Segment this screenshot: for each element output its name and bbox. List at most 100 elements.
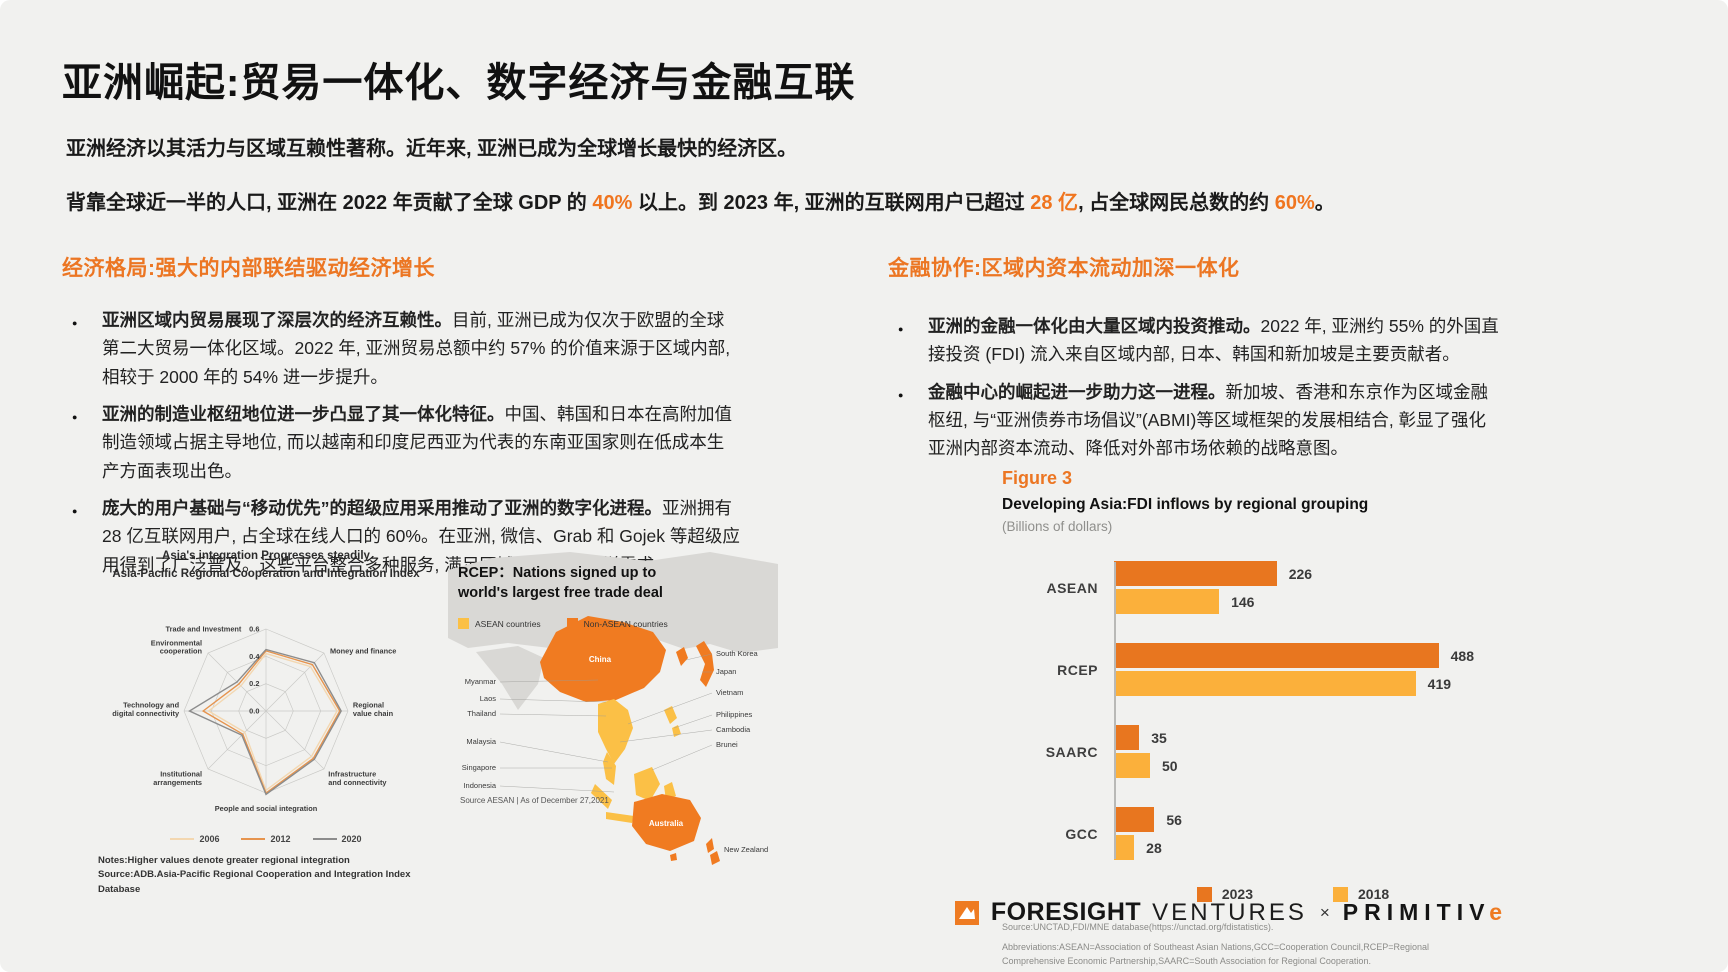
bar-value: 488 (1450, 647, 1474, 664)
map-india-shape (476, 646, 544, 710)
radar-axis-label: Institutional arrangements (153, 769, 202, 786)
map-japan-shape (696, 641, 714, 687)
bar-value: 28 (1146, 839, 1162, 856)
page-title: 亚洲崛起:贸易一体化、数字经济与金融互联 (62, 61, 856, 105)
map-label-connector (499, 713, 607, 717)
legend-swatch (241, 837, 266, 840)
rcep-map-legend: ASEAN countries Non-ASEAN countries (458, 618, 668, 629)
finance-heading: 金融协作:区域内资本流动加深一体化 (888, 257, 1240, 280)
map-country-label: Indonesia (463, 781, 496, 790)
map-label-connector (499, 785, 615, 793)
map-label-connector (499, 698, 607, 703)
map-country-label: Vietnam (716, 688, 743, 697)
footer-brand: FORESIGHT VENTURES × PRIMITIVe (954, 898, 1508, 927)
foresight-wordmark: FORESIGHT (990, 898, 1142, 926)
figure3-source: Source:UNCTAD,FDI/MNE database(https://u… (1002, 922, 1274, 932)
bar-2023 (1114, 643, 1439, 668)
rcep-map-svg: Myanmar Laos Thailand Malaysia Singapore Indo… (448, 552, 778, 865)
economic-column: 经济格局:强大的内部联结驱动经济增长 亚洲区域内贸易展现了深层次的经济互赖性。目… (62, 252, 740, 588)
bullet-item: 金融中心的崛起进一步助力这一进程。新加坡、香港和东京作为区域金融枢纽, 与“亚洲… (888, 378, 1500, 463)
bar-pair: 56 28 (1114, 804, 1474, 863)
radar-chart-title: Asia's integration Progresses steadily A… (110, 548, 422, 584)
intro-paragraph-2: 背靠全球近一半的人口, 亚洲在 2022 年贡献了全球 GDP 的 40% 以上… (66, 186, 1335, 215)
bar-line: 226 (1114, 561, 1474, 586)
figure3-label: Figure 3 (1002, 468, 1073, 488)
bullet-item: 亚洲的制造业枢纽地位进一步凸显了其一体化特征。中国、韩国和日本在高附加值制造领域… (62, 400, 740, 485)
bullet-lead: 亚洲区域内贸易展现了深层次的经济互赖性。 (102, 310, 452, 330)
legend-label: 2006 (199, 833, 220, 844)
legend-label: 2012 (270, 833, 291, 844)
figure3-subtitle: (Billions of dollars) (1002, 519, 1113, 534)
map-australia-shape (632, 794, 701, 851)
radar-tick-label: 0.0 (249, 706, 259, 715)
bar-2018 (1114, 589, 1220, 614)
bar-2023 (1114, 725, 1140, 750)
bar-group-ASEAN: ASEAN 226 146 (1002, 558, 1474, 617)
bullet-lead: 亚洲的金融一体化由大量区域内投资推动。 (928, 316, 1261, 336)
legend-label: 2018 (1358, 886, 1390, 902)
map-country-label: Cambodia (716, 725, 751, 734)
radar-axis-label: Money and finance (330, 646, 396, 655)
figure3-abbreviations: Abbreviations:ASEAN=Association of South… (1002, 942, 1429, 966)
radar-legend-item: 2006 (170, 834, 219, 844)
highlight-stat: 28 亿 (1030, 192, 1079, 214)
bullet-lead: 金融中心的崛起进一步助力这一进程。 (928, 381, 1226, 402)
bullet-item: 亚洲的金融一体化由大量区域内投资推动。2022 年, 亚洲约 55% 的外国直接… (888, 312, 1500, 369)
bar-pair: 488 419 (1114, 640, 1474, 699)
map-philippines-shape (664, 706, 681, 737)
map-malay-peninsula-shape (603, 752, 616, 785)
radar-axis-label: Environmental cooperation (151, 638, 203, 655)
radar-series-2006 (207, 652, 338, 792)
map-legend-item: Non-ASEAN countries (566, 618, 668, 629)
legend-label: ASEAN countries (475, 618, 541, 629)
bar-line: 35 (1114, 725, 1474, 750)
map-label-connector (619, 729, 713, 743)
highlight-stat: 60% (1274, 192, 1315, 214)
radar-axis-label: Infrastructure and connectivity (328, 769, 387, 786)
intro-text-segment: 以上。到 2023 年, 亚洲的互联网用户已超过 (632, 192, 1031, 214)
map-new-zealand-shape (706, 838, 720, 865)
highlight-stat: 40% (592, 192, 633, 214)
radar-source-line: Source:ADB.Asia-Pacific Regional Coopera… (98, 869, 411, 896)
bar-line: 56 (1114, 807, 1474, 832)
bullet-rest: 新加坡、香港和东京作为区域金融枢纽, 与“亚洲债券市场倡议”(ABMI)等区域框… (928, 381, 1488, 459)
map-country-label: Myanmar (465, 677, 497, 686)
map-country-label: Malaysia (466, 737, 496, 746)
economic-heading: 经济格局:强大的内部联结驱动经济增长 (62, 257, 435, 280)
finance-bullets: 亚洲的金融一体化由大量区域内投资推动。2022 年, 亚洲约 55% 的外国直接… (888, 312, 1500, 463)
intro-text-segment: 。 (1314, 192, 1335, 214)
map-eurasia-shape (448, 552, 778, 653)
rcep-map-block: Myanmar Laos Thailand Malaysia Singapore Indo… (448, 552, 778, 884)
bar-value: 226 (1288, 565, 1313, 582)
radar-tick-label: 0.4 (249, 651, 260, 660)
bullet-lead: 亚洲的制造业枢纽地位进一步凸显了其一体化特征。 (102, 404, 505, 425)
foresight-logo-icon (954, 900, 979, 925)
bar-pair: 226 146 (1114, 558, 1474, 617)
map-country-label: Philippines (716, 710, 753, 719)
legend-label: 2023 (1221, 886, 1253, 902)
bar-category-label: SAARC (1045, 743, 1098, 760)
map-country-label: South Korea (716, 649, 759, 658)
radar-chart-block: Asia's integration Progresses steadily A… (98, 548, 422, 898)
map-label-connector (499, 679, 599, 683)
map-legend-item: ASEAN countries (458, 618, 541, 629)
radar-axis-spoke (265, 710, 325, 769)
bullet-rest: 目前, 亚洲已成为仅次于欧盟的全球第二大贸易一体化区域。2022 年, 亚洲贸易… (102, 310, 731, 387)
map-country-label: Singapore (462, 763, 496, 772)
bar-line: 28 (1114, 835, 1474, 860)
fdi-bar-chart: ASEAN 226 146 RCEP 488 419 SAARC 35 50 GCC 56 28 (1002, 558, 1474, 863)
bar-2023 (1114, 561, 1277, 586)
bar-line: 50 (1114, 753, 1474, 778)
radar-notes: Notes:Higher values denote greater regio… (98, 854, 422, 898)
map-country-label: Japan (716, 667, 736, 676)
map-label-connector (673, 714, 713, 729)
intro-paragraph-1: 亚洲经济以其活力与区域互赖性著称。近年来, 亚洲已成为全球增长最快的经济区。 (66, 138, 798, 160)
bar-group-RCEP: RCEP 488 419 (1002, 640, 1474, 699)
radar-axis-label: Regional value chain (353, 700, 394, 717)
legend-swatch (1333, 886, 1348, 902)
radar-tick-label: 0.2 (249, 679, 259, 688)
map-country-label: Laos (480, 694, 497, 703)
map-label-connector (651, 744, 713, 771)
map-java-shape (606, 812, 634, 823)
rcep-map-source: Source AESAN | As of December 27,2021 (460, 796, 609, 805)
